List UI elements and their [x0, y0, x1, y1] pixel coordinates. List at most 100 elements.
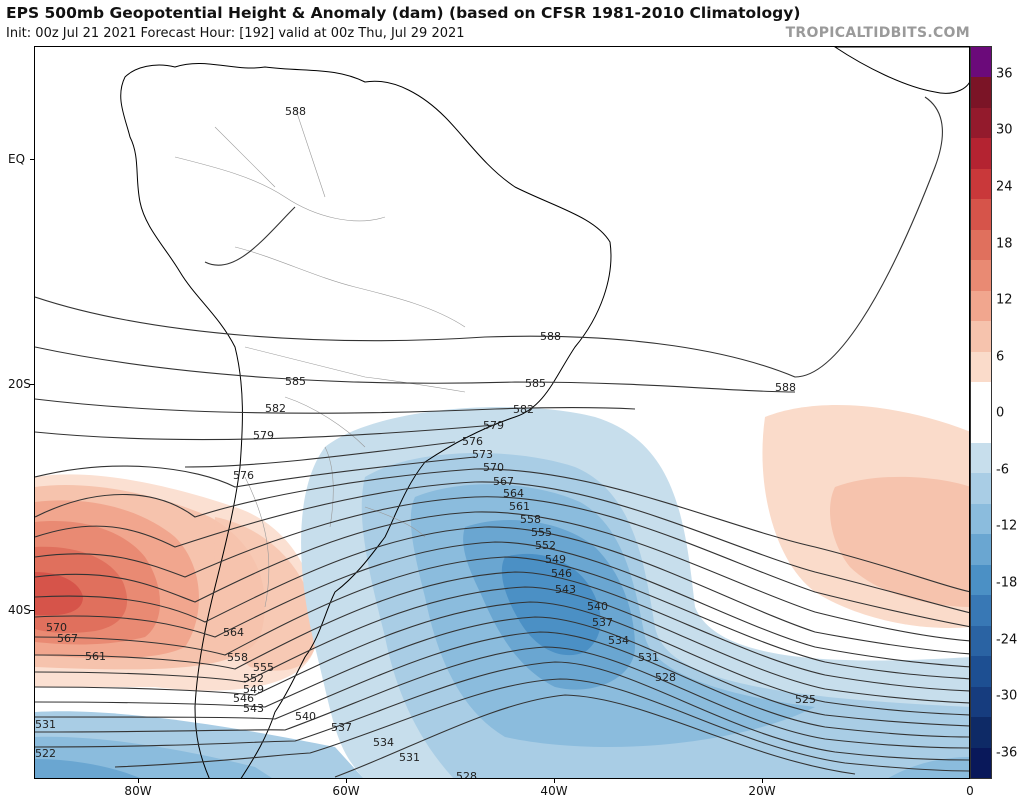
lon-label-80w: 80W: [124, 784, 152, 798]
colorbar-segment: [971, 442, 991, 474]
lat-label-40s: 40S: [8, 603, 31, 617]
contour-label: 588: [775, 381, 796, 394]
contour-label: 570: [46, 621, 67, 634]
colorbar-segment: [971, 351, 991, 383]
height-contours: [35, 96, 943, 488]
colorbar-segment: [971, 47, 991, 78]
contour-label: 528: [655, 671, 676, 684]
colorbar-segment: [971, 290, 991, 322]
contour-label: 567: [57, 632, 78, 645]
contour-label: 534: [373, 736, 394, 749]
contour-label: 576: [462, 435, 483, 448]
colorbar-label: 18: [996, 236, 1013, 252]
colorbar-segment: [971, 473, 991, 505]
colorbar-segment: [971, 686, 991, 718]
contour-label: 579: [483, 419, 504, 432]
contour-label: 561: [509, 500, 530, 513]
lon-label-60w: 60W: [332, 784, 360, 798]
contour-label: 546: [233, 692, 254, 705]
lat-label-20s: 20S: [8, 377, 31, 391]
contour-label: 588: [285, 105, 306, 118]
contour-label: 540: [295, 710, 316, 723]
colorbar-segment: [971, 138, 991, 170]
negative-anomaly: [35, 407, 969, 778]
map-title: EPS 500mb Geopotential Height & Anomaly …: [6, 4, 801, 22]
contour-label: 555: [253, 661, 274, 674]
contour-label: 543: [555, 583, 576, 596]
anomaly-colorbar: [970, 46, 992, 779]
lon-tick: [554, 779, 555, 783]
contour-label: 537: [331, 721, 352, 734]
lat-tick: [30, 610, 34, 611]
colorbar-label: -12: [996, 518, 1018, 534]
colorbar-segment: [971, 321, 991, 353]
colorbar-label: -24: [996, 632, 1018, 648]
colorbar-segment: [971, 412, 991, 444]
contour-label: 582: [513, 403, 534, 416]
colorbar-segment: [971, 625, 991, 657]
colorbar-label: 12: [996, 292, 1013, 308]
colorbar-segment: [971, 260, 991, 292]
colorbar-segment: [971, 717, 991, 749]
colorbar-segment: [971, 168, 991, 200]
colorbar-label: -30: [996, 688, 1018, 704]
height-contours-middle: [35, 468, 969, 778]
colorbar-segment: [971, 564, 991, 596]
colorbar-segment: [971, 534, 991, 566]
colorbar-segment: [971, 656, 991, 688]
colorbar-label: 24: [996, 179, 1013, 195]
contour-label: 543: [243, 702, 264, 715]
map-subtitle: Init: 00z Jul 21 2021 Forecast Hour: [19…: [6, 26, 465, 41]
lon-label-40w: 40W: [540, 784, 568, 798]
land-outline: [120, 47, 969, 778]
contour-label: 570: [483, 461, 504, 474]
colorbar-segment: [971, 229, 991, 261]
map-canvas: 588 588 588 585 585 582 582 579 579 576 …: [35, 47, 969, 779]
colorbar-segment: [971, 382, 991, 413]
contour-label: 564: [503, 487, 524, 500]
colorbar-label: 6: [996, 349, 1005, 365]
lon-tick: [138, 779, 139, 783]
contour-label: 567: [493, 475, 514, 488]
map-frame: 588 588 588 585 585 582 582 579 579 576 …: [34, 46, 970, 779]
contour-label: 525: [795, 693, 816, 706]
contour-label: 579: [253, 429, 274, 442]
lat-tick: [30, 384, 34, 385]
contour-label: 582: [265, 402, 286, 415]
contour-label: 546: [551, 567, 572, 580]
contour-label: 522: [35, 747, 56, 760]
colorbar-segment: [971, 199, 991, 231]
contour-label: 558: [520, 513, 541, 526]
country-borders: [174, 106, 466, 608]
contour-label: 585: [525, 377, 546, 390]
lon-label-0: 0: [966, 784, 974, 798]
lon-tick: [762, 779, 763, 783]
colorbar-label: -18: [996, 575, 1018, 591]
colorbar-segment: [971, 107, 991, 139]
colorbar-label: -36: [996, 745, 1018, 761]
contour-label: 549: [243, 683, 264, 696]
colorbar-label: 0: [996, 405, 1005, 421]
contour-label: 588: [540, 330, 561, 343]
contour-label: 573: [472, 448, 493, 461]
contour-label: 528: [456, 770, 477, 779]
positive-anomaly-east: [762, 405, 969, 628]
positive-anomaly-west: [35, 474, 318, 691]
lon-tick: [346, 779, 347, 783]
colorbar-label: -6: [996, 462, 1009, 478]
contour-label: 540: [587, 600, 608, 613]
contour-label: 552: [535, 539, 556, 552]
contour-label: 564: [223, 626, 244, 639]
contour-label: 537: [592, 616, 613, 629]
source-credit: TROPICALTIDBITS.COM: [785, 25, 970, 41]
contour-label: 531: [399, 751, 420, 764]
contour-label: 558: [227, 651, 248, 664]
colorbar-segment: [971, 77, 991, 109]
colorbar-segment: [971, 595, 991, 627]
lon-label-20w: 20W: [748, 784, 776, 798]
colorbar-label: 36: [996, 66, 1013, 82]
colorbar-segment: [971, 503, 991, 535]
contour-label: 585: [285, 375, 306, 388]
contour-label: 552: [243, 672, 264, 685]
lat-label-eq: EQ: [8, 152, 26, 166]
